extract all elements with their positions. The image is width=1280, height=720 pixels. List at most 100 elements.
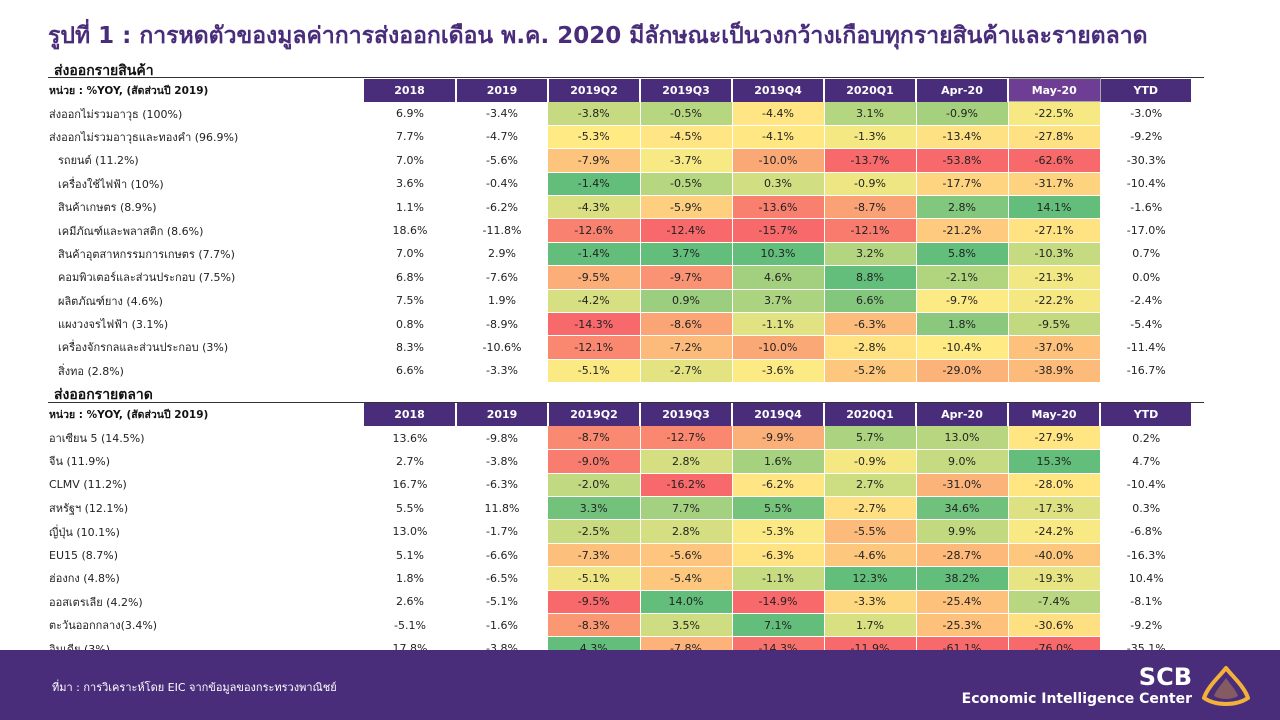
value-cell: -16.3% xyxy=(1126,548,1166,562)
value-cell: 1.8% xyxy=(396,571,424,585)
value-cell: 3.7% xyxy=(732,289,825,313)
value-cell: 4.6% xyxy=(732,265,825,290)
value-cell: -2.0% xyxy=(548,473,641,498)
value-cell: 2.8% xyxy=(640,519,733,544)
value-cell: -3.8% xyxy=(548,101,641,126)
row-label: รถยนต์ (11.2%) xyxy=(58,154,139,168)
value-cell: 34.6% xyxy=(916,496,1009,521)
value-cell: -3.8% xyxy=(486,454,518,468)
value-cell: -7.6% xyxy=(486,270,518,284)
value-cell: -25.3% xyxy=(916,613,1009,638)
column-header: 2018 xyxy=(364,78,457,102)
scb-logo-icon xyxy=(1202,666,1250,706)
value-cell: -27.9% xyxy=(1008,426,1101,451)
value-cell: -12.1% xyxy=(548,335,641,360)
value-cell: -6.3% xyxy=(486,478,518,492)
value-cell: -7.9% xyxy=(548,148,641,173)
value-cell: -5.4% xyxy=(640,566,733,591)
value-cell: -8.6% xyxy=(640,312,733,337)
row-label: แผงวงจรไฟฟ้า (3.1%) xyxy=(58,318,169,332)
column-header: Apr-20 xyxy=(916,403,1009,427)
table-row: สินค้าอุตสาหกรรมการเกษตร (7.7%) 7.0% 2.9% -… xyxy=(48,242,1192,267)
value-cell: -9.0% xyxy=(548,449,641,474)
table-header-row: หน่วย : %YOY, (สัดส่วนปี 2019) 2018 2019 20… xyxy=(48,77,1193,103)
value-cell: -6.2% xyxy=(486,200,518,214)
value-cell: -9.5% xyxy=(548,265,641,290)
value-cell: -12.1% xyxy=(824,218,917,243)
value-cell: -10.4% xyxy=(1126,478,1166,492)
column-header: May-20 xyxy=(1007,77,1101,103)
value-cell: -3.7% xyxy=(640,148,733,173)
value-cell: -4.1% xyxy=(732,125,825,150)
table-row: แผงวงจรไฟฟ้า (3.1%) 0.8% -8.9% -14.3% -8.6% -… xyxy=(48,312,1192,337)
value-cell: 11.8% xyxy=(484,501,520,515)
value-cell: 0.3% xyxy=(1132,501,1161,515)
column-header: 2019Q4 xyxy=(732,403,825,427)
value-cell: 1.1% xyxy=(396,200,424,214)
table-row: ส่งออกไม่รวมอาวุธและทองคำ (96.9%) 7.7% -4.… xyxy=(48,125,1192,150)
value-cell: -9.7% xyxy=(916,289,1009,313)
source-note: ที่มา : การวิเคราะห์โดย EIC จากข้อมูลของ… xyxy=(52,681,337,694)
value-cell: -11.4% xyxy=(1126,340,1166,354)
value-cell: 5.7% xyxy=(824,426,917,451)
value-cell: 10.3% xyxy=(732,242,825,267)
row-label: สินค้าอุตสาหกรรมการเกษตร (7.7%) xyxy=(58,247,235,261)
value-cell: 6.6% xyxy=(396,364,424,378)
value-cell: -6.2% xyxy=(732,473,825,498)
value-cell: 2.6% xyxy=(396,595,424,609)
table-row: ฮ่องกง (4.8%) 1.8% -6.5% -5.1% -5.4% -1.1% 12.… xyxy=(48,566,1192,591)
value-cell: 13.6% xyxy=(392,431,428,445)
value-cell: 7.5% xyxy=(396,294,424,308)
value-cell: -62.6% xyxy=(1008,148,1101,173)
value-cell: -5.3% xyxy=(548,125,641,150)
value-cell: -21.3% xyxy=(1008,265,1101,290)
value-cell: 0.3% xyxy=(732,172,825,196)
value-cell: -9.9% xyxy=(732,426,825,451)
value-cell: -2.5% xyxy=(548,519,641,544)
page-title: รูปที่ 1 : การหดตัวของมูลค่าการส่งออกเดื… xyxy=(48,23,1148,49)
footer-bar: ที่มา : การวิเคราะห์โดย EIC จากข้อมูลของ… xyxy=(0,650,1280,720)
value-cell: 10.4% xyxy=(1128,571,1164,585)
column-header: 2018 xyxy=(364,403,457,427)
table-row: CLMV (11.2%) 16.7% -6.3% -2.0% -16.2% -6.2% 2.… xyxy=(48,473,1192,498)
value-cell: 2.8% xyxy=(640,449,733,474)
value-cell: -5.1% xyxy=(486,595,518,609)
section-rule xyxy=(48,77,1204,78)
value-cell: -10.6% xyxy=(482,340,522,354)
value-cell: 2.7% xyxy=(824,473,917,498)
column-header: Apr-20 xyxy=(916,78,1009,102)
value-cell: 5.1% xyxy=(396,548,424,562)
table-row: คอมพิวเตอร์และส่วนประกอบ (7.5%) 6.8% -7.6%… xyxy=(48,265,1192,290)
value-cell: 5.5% xyxy=(732,496,825,521)
row-label: สินค้าเกษตร (8.9%) xyxy=(58,201,157,215)
value-cell: -0.4% xyxy=(486,177,518,191)
value-cell: -3.0% xyxy=(1130,107,1163,121)
brand-eic: Economic Intelligence Center xyxy=(961,691,1192,707)
column-header: 2019Q2 xyxy=(548,403,641,427)
value-cell: -9.5% xyxy=(548,590,641,615)
value-cell: -4.5% xyxy=(640,125,733,150)
value-cell: -27.8% xyxy=(1008,125,1101,150)
table-row: ตะวันออกกลาง(3.4%) -5.1% -1.6% -8.3% 3.5% 7.1… xyxy=(48,613,1192,638)
value-cell: 3.1% xyxy=(824,101,917,126)
value-cell: -13.4% xyxy=(916,125,1009,150)
table-row: สหรัฐฯ (12.1%) 5.5% 11.8% 3.3% 7.7% 5.5% -2.7%… xyxy=(48,496,1192,521)
brand-scb: SCB xyxy=(1138,663,1192,691)
value-cell: -30.3% xyxy=(1126,153,1166,167)
value-cell: 13.0% xyxy=(916,426,1009,451)
section-title-products: ส่งออกรายสินค้า xyxy=(54,63,154,79)
value-cell: -9.5% xyxy=(1008,312,1101,337)
value-cell: -53.8% xyxy=(916,148,1009,173)
value-cell: 3.5% xyxy=(640,613,733,638)
row-label: ญี่ปุ่น (10.1%) xyxy=(49,525,120,539)
value-cell: -4.3% xyxy=(548,195,641,220)
value-cell: 1.6% xyxy=(732,449,825,474)
value-cell: -1.6% xyxy=(486,618,518,632)
value-cell: -9.2% xyxy=(1130,130,1163,144)
value-cell: -2.7% xyxy=(824,496,917,521)
column-header: 2020Q1 xyxy=(824,78,917,102)
value-cell: -8.7% xyxy=(824,195,917,220)
row-label: เครื่องใช้ไฟฟ้า (10%) xyxy=(58,177,164,191)
value-cell: -8.7% xyxy=(548,426,641,451)
brand-text: SCB Economic Intelligence Center xyxy=(932,664,1192,708)
